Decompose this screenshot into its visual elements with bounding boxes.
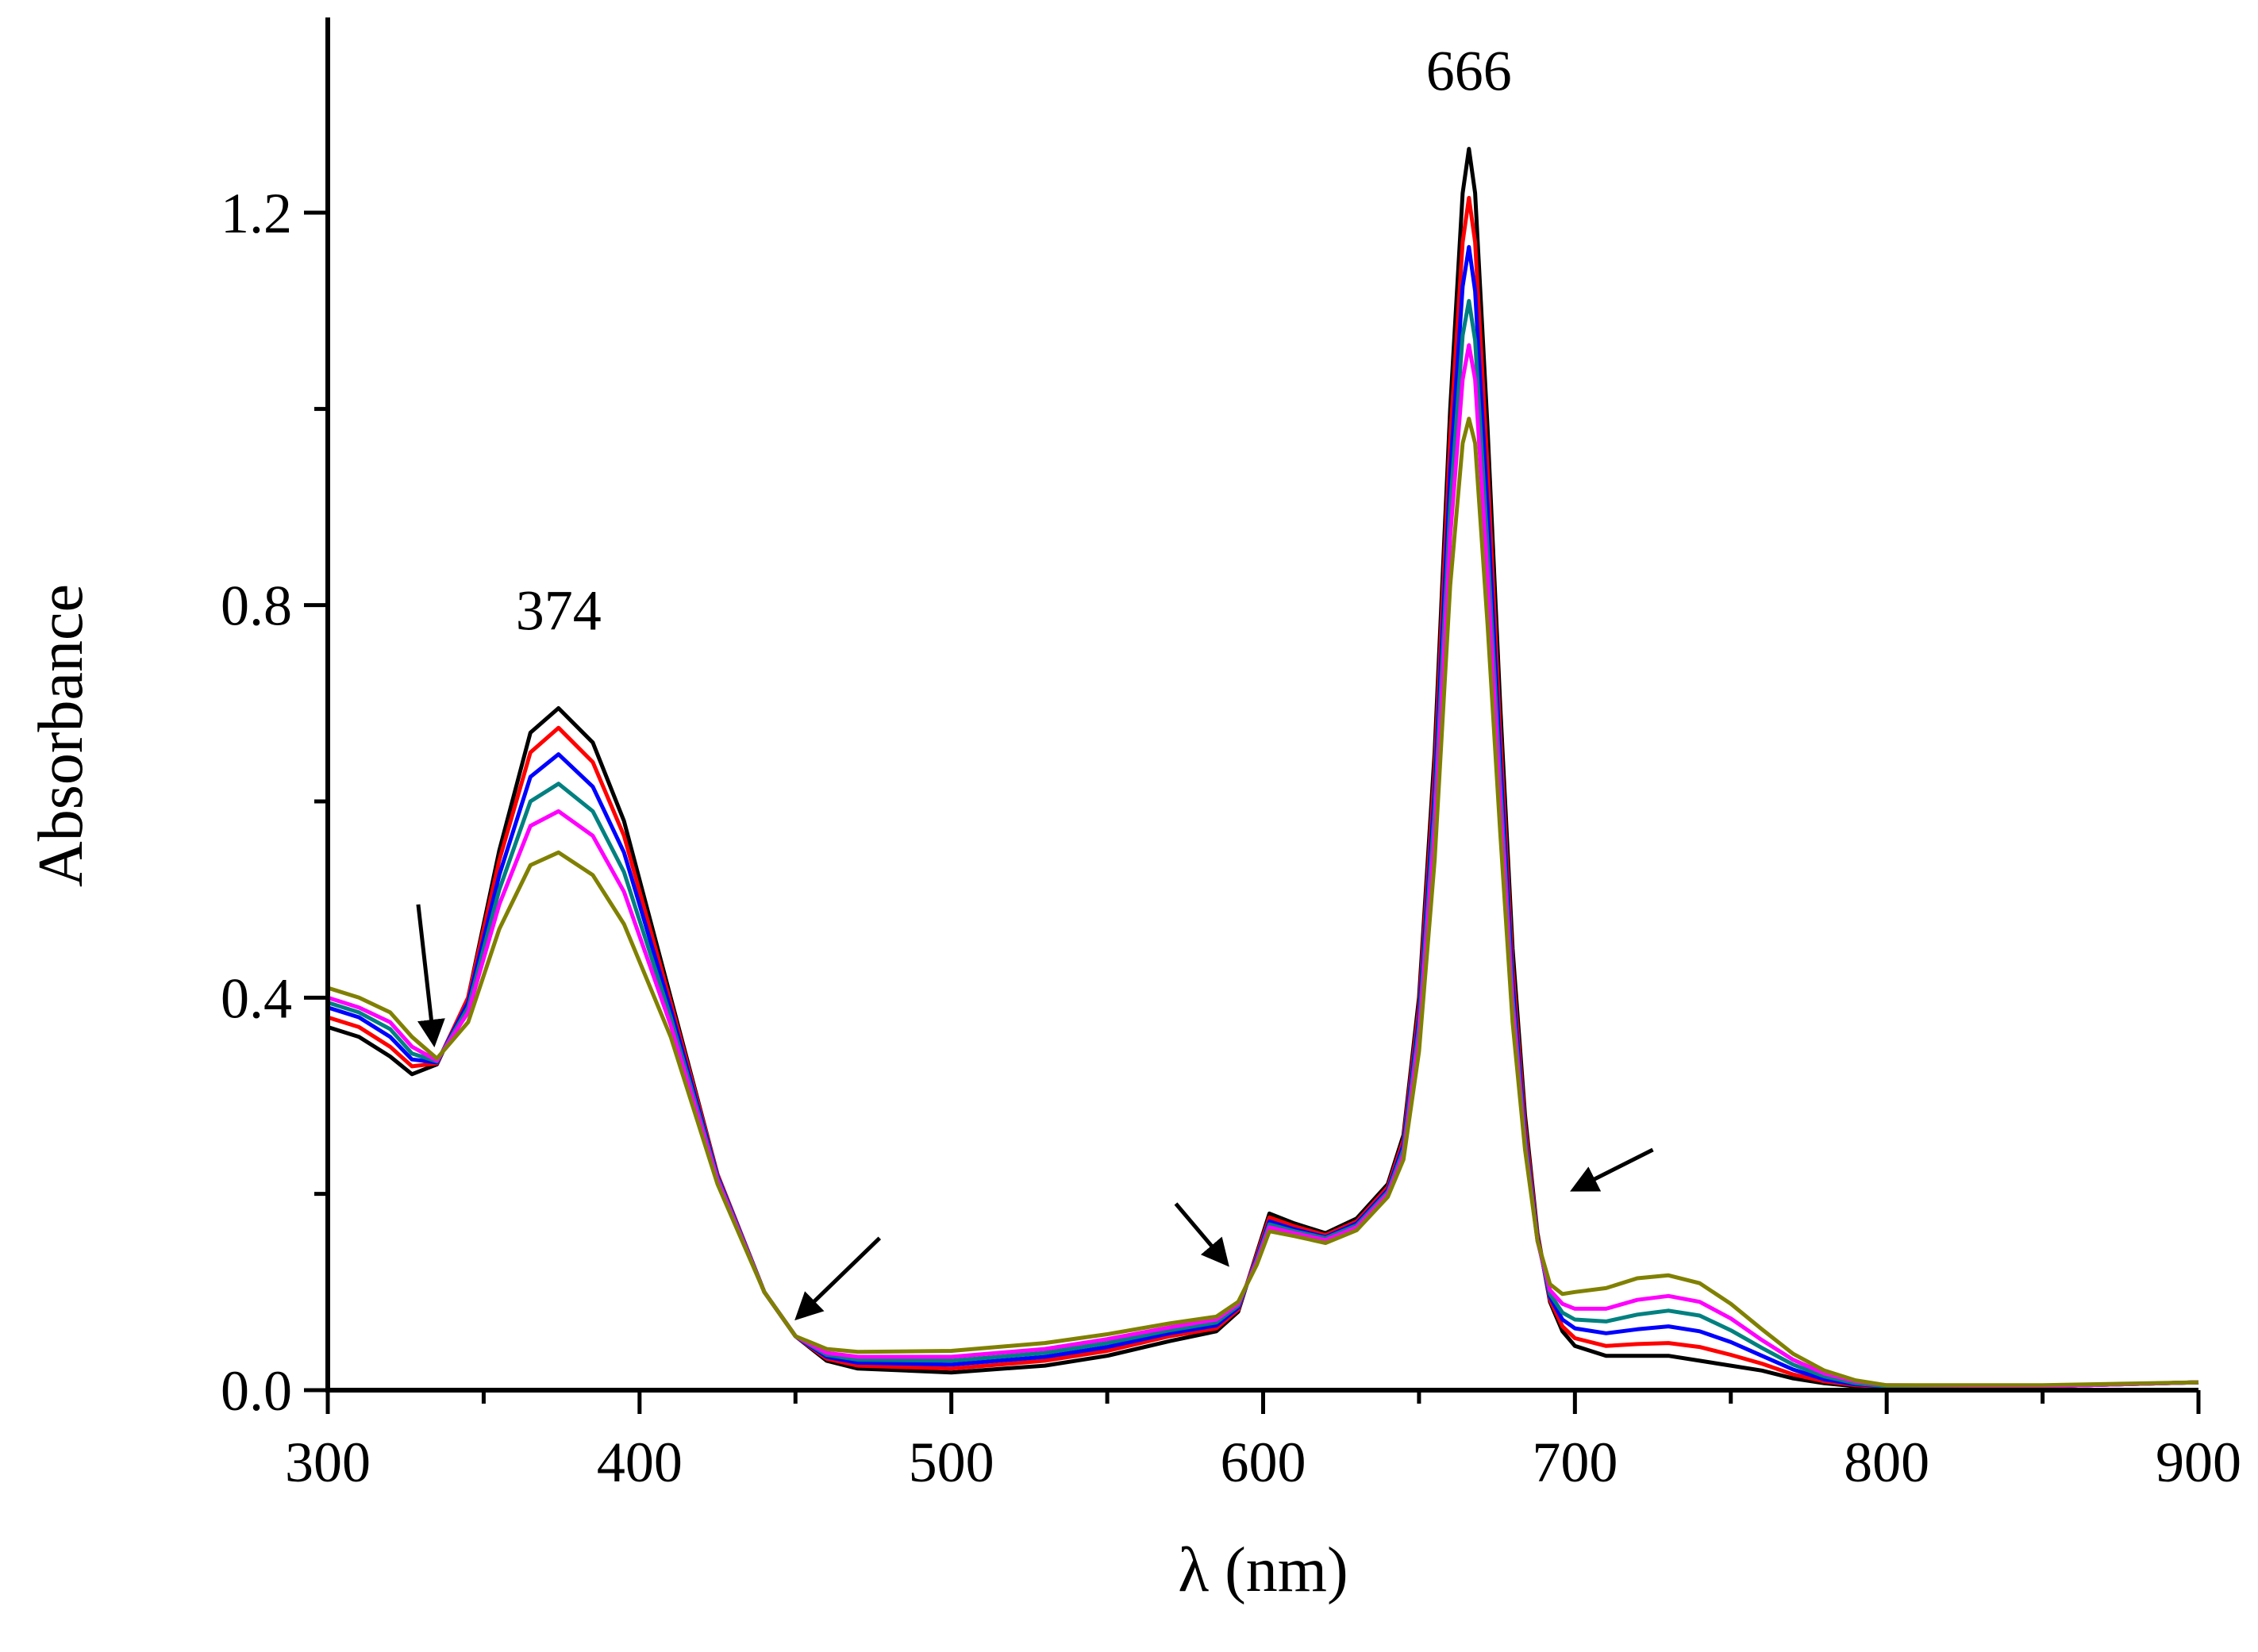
annotation-layer: 374 666 [416,39,1654,1321]
x-tick-label: 600 [1221,1431,1306,1494]
trend-arrow [794,1236,882,1321]
y-tick-label: 0.0 [221,1359,292,1423]
peak-label: 666 [1426,39,1512,102]
series-line-6 [327,417,2199,1388]
series-line-2 [327,195,2199,1389]
ticks-layer: 300 400 500 600 700 800 900 0.0 0.4 0.8 1.2 [221,182,2241,1494]
y-tick-label: 0.8 [221,574,292,638]
trend-arrow [416,904,445,1047]
axes-layer [325,17,2198,1393]
trend-arrow [1570,1147,1654,1192]
y-tick-label: 0.4 [221,966,292,1030]
trend-arrow [1174,1202,1229,1267]
peak-label: 374 [516,579,602,643]
series-layer [327,147,2199,1389]
x-tick-label: 900 [2156,1431,2241,1494]
x-tick-label: 500 [909,1431,994,1494]
x-tick-label: 700 [1532,1431,1618,1494]
x-tick-label: 800 [1844,1431,1929,1494]
x-tick-label: 400 [597,1431,683,1494]
series-line-5 [327,343,2199,1389]
series-line-1 [327,147,2199,1389]
x-tick-label: 300 [285,1431,371,1494]
series-line-4 [327,298,2199,1389]
x-axis-title: λ (nm) [1178,1535,1348,1605]
y-tick-label: 1.2 [221,182,292,245]
y-axis-title: Absorbance [26,584,96,887]
series-line-3 [327,244,2199,1389]
